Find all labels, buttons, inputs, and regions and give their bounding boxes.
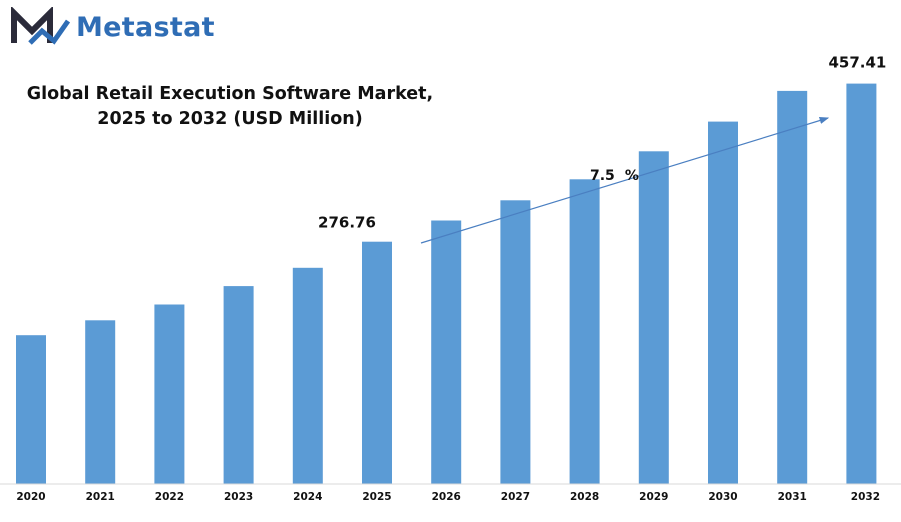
cagr-unit: % <box>625 168 639 184</box>
metastat-m-logo-icon <box>11 7 70 45</box>
data-label-2032: 457.41 <box>828 54 886 72</box>
bar-2022 <box>154 304 185 484</box>
bar-2021 <box>85 320 116 484</box>
x-tick-2028: 2028 <box>570 491 599 503</box>
chart-title: Global Retail Execution Software Market, <box>26 84 434 104</box>
x-tick-2027: 2027 <box>501 491 530 503</box>
x-tick-2029: 2029 <box>639 491 668 503</box>
bar-2027 <box>500 200 531 485</box>
x-tick-2021: 2021 <box>86 491 115 503</box>
chart-subtitle: 2025 to 2032 (USD Million) <box>97 109 363 129</box>
x-tick-2025: 2025 <box>362 491 391 503</box>
x-tick-2020: 2020 <box>16 491 45 503</box>
bar-2031 <box>777 90 808 485</box>
brand-logo: Metastat <box>10 5 215 49</box>
bar-2025 <box>362 241 392 484</box>
x-tick-2031: 2031 <box>778 491 807 503</box>
bar-2029 <box>638 151 669 485</box>
x-tick-2026: 2026 <box>432 491 461 503</box>
data-label-2025: 276.76 <box>318 214 376 232</box>
x-tick-2024: 2024 <box>293 491 322 503</box>
x-tick-2032: 2032 <box>851 491 880 503</box>
brand-name: Metastat <box>76 11 215 43</box>
x-tick-2022: 2022 <box>155 491 184 503</box>
bar-2026 <box>431 220 462 484</box>
x-tick-2023: 2023 <box>224 491 253 503</box>
chart-title-block: Global Retail Execution Software Market,… <box>20 82 440 132</box>
bar-2023 <box>223 286 254 484</box>
bar-2032 <box>846 83 877 484</box>
growth-trend-arrow <box>420 117 830 244</box>
bar-2020 <box>16 335 46 484</box>
bar-2030 <box>708 121 738 484</box>
cagr-value: 7.5 <box>590 168 615 184</box>
cagr-annotation: 7.5% <box>590 168 639 184</box>
bar-2028 <box>569 179 600 485</box>
x-tick-2030: 2030 <box>708 491 737 503</box>
bar-2024 <box>292 267 323 484</box>
